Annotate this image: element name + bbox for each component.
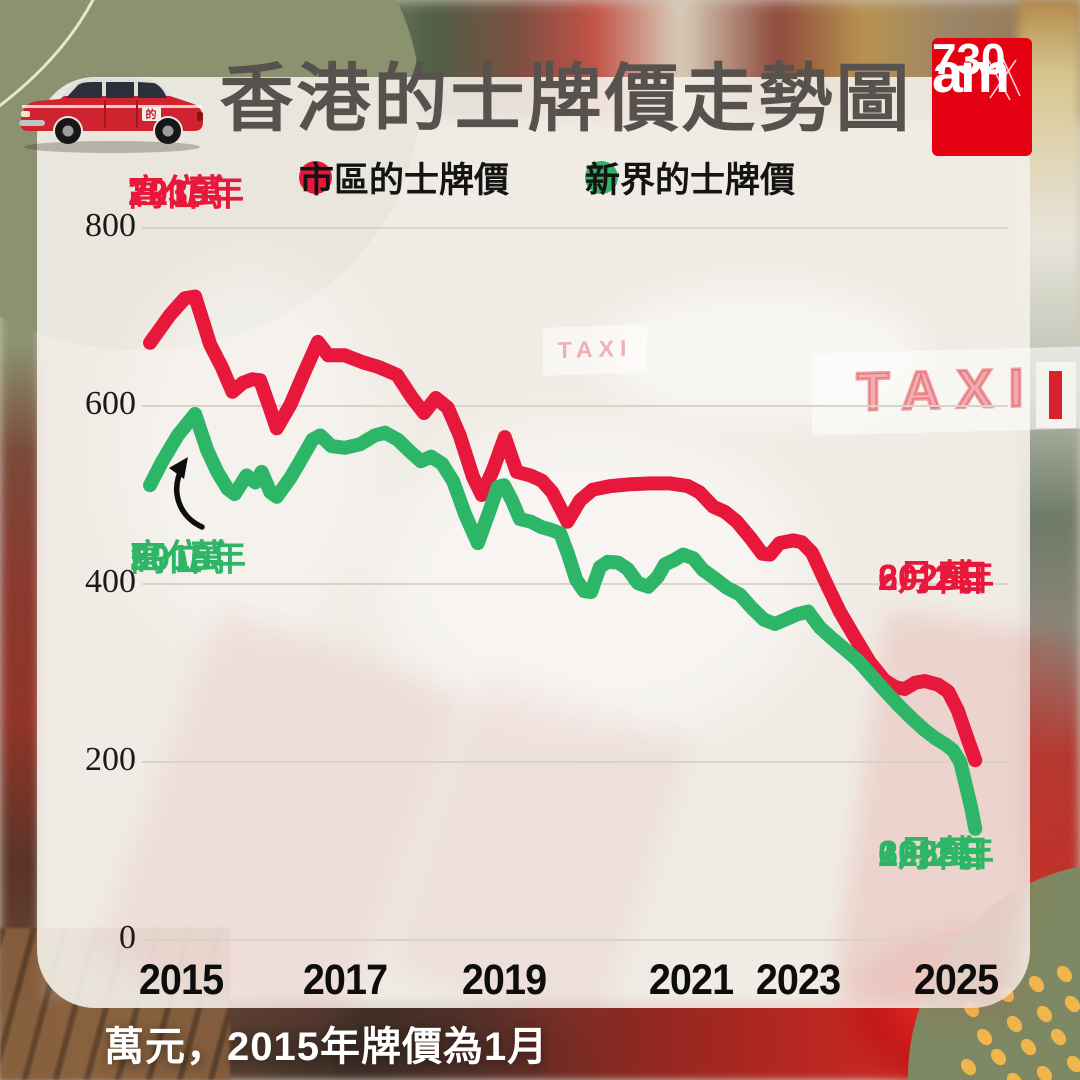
legend-dot-icon xyxy=(585,160,618,194)
annotation-line: 125萬 xyxy=(878,833,975,874)
footnote: 萬元，2015年牌價為1月 xyxy=(104,1025,549,1069)
annotation-line: 2015年 xyxy=(128,172,245,213)
y-tick-label: 800 xyxy=(85,207,136,244)
svg-text:的: 的 xyxy=(146,107,157,121)
x-tick-label: 2015 xyxy=(138,956,224,1004)
page-title: 香港的士牌價走勢圖 xyxy=(219,57,913,140)
x-tick-label: 2019 xyxy=(461,956,547,1004)
series-市區的士牌價 xyxy=(143,289,983,768)
legend-label: 新界的士牌價 xyxy=(585,160,796,200)
x-tick-label: 2025 xyxy=(914,956,999,1004)
annotation-line: 202萬 xyxy=(878,557,975,598)
y-tick-label: 200 xyxy=(85,741,136,778)
bridge-sketch-icon xyxy=(983,47,1021,101)
logo-text-730: 730 xyxy=(932,35,1006,84)
decor-curve-line xyxy=(0,0,95,108)
y-tick-label: 0 xyxy=(119,919,136,956)
annotation-line: 2025年 xyxy=(878,557,995,598)
annotation-line: 2015年 xyxy=(130,537,247,578)
legend-label: 市區的士牌價 xyxy=(299,160,510,200)
legend-dot-icon xyxy=(299,160,332,194)
annotation-arrow xyxy=(169,457,205,530)
red-taxi-image: 的 xyxy=(19,78,203,153)
y-tick-label: 400 xyxy=(85,563,136,600)
annotation-line: 591萬 xyxy=(130,537,227,578)
x-tick-label: 2017 xyxy=(302,956,388,1004)
annotation-line: 723萬 xyxy=(128,172,225,213)
annotation-line: 高位 xyxy=(130,537,203,578)
x-tick-label: 2021 xyxy=(648,956,734,1004)
annotation-line: 2025年 xyxy=(878,833,995,874)
x-tick-label: 2023 xyxy=(755,956,841,1004)
y-tick-label: 600 xyxy=(85,385,136,422)
series-新界的士牌價 xyxy=(143,407,983,836)
am730-logo: am 730 xyxy=(932,38,1032,156)
annotation-line: 6月2日 xyxy=(878,557,991,598)
logo-text-am: am xyxy=(932,41,1010,104)
chart-card xyxy=(37,77,1030,1008)
annotation-line: 6月2日 xyxy=(878,833,991,874)
annotation-line: 高位 xyxy=(128,172,201,213)
series-lines xyxy=(143,289,983,836)
